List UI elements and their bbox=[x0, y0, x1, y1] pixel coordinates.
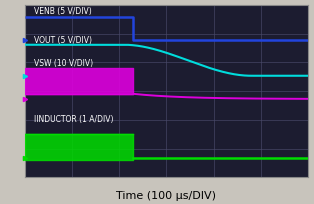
Text: VOUT (5 V/DIV): VOUT (5 V/DIV) bbox=[34, 36, 92, 45]
Text: Time (100 μs/DIV): Time (100 μs/DIV) bbox=[116, 190, 216, 200]
Text: IINDUCTOR (1 A/DIV): IINDUCTOR (1 A/DIV) bbox=[34, 114, 113, 123]
Text: VENB (5 V/DIV): VENB (5 V/DIV) bbox=[34, 7, 91, 16]
Text: VSW (10 V/DIV): VSW (10 V/DIV) bbox=[34, 59, 93, 68]
